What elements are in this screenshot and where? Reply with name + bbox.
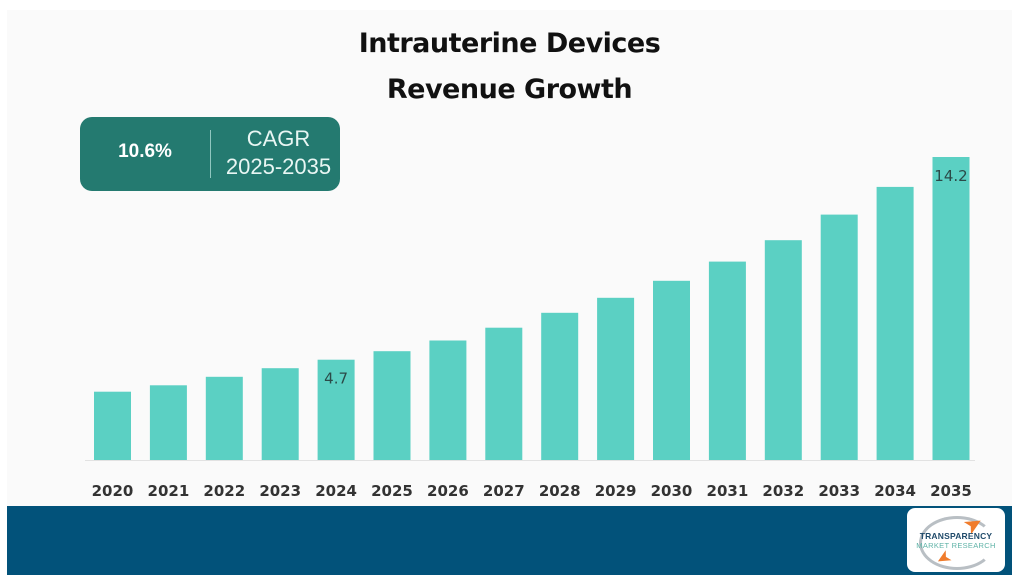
x-tick-label-2033: 2033 xyxy=(818,482,860,500)
cagr-period: 2025-2035 xyxy=(225,154,332,179)
chart-title-line-1: Intrauterine Devices xyxy=(358,28,661,59)
x-tick-label-2031: 2031 xyxy=(707,482,749,500)
transparency-market-research-logo: ➤ ➤ TRANSPARENCY MARKET RESEARCH xyxy=(907,508,1005,572)
bar-2034 xyxy=(876,186,914,460)
x-tick-label-2030: 2030 xyxy=(651,482,693,500)
x-tick-label-2026: 2026 xyxy=(427,482,469,500)
bar-2028 xyxy=(541,312,579,460)
x-tick-label-2022: 2022 xyxy=(203,482,245,500)
x-tick-label-2024: 2024 xyxy=(315,482,357,500)
x-tick-label-2025: 2025 xyxy=(371,482,413,500)
cagr-label-text: CAGR xyxy=(246,126,311,151)
bars-group xyxy=(94,157,970,460)
x-tick-label-2032: 2032 xyxy=(762,482,804,500)
bar-2030 xyxy=(653,280,690,460)
x-tick-label-2029: 2029 xyxy=(595,482,637,500)
chart-title-line-2: Revenue Growth xyxy=(386,74,633,105)
bar-2022 xyxy=(205,376,243,460)
x-tick-label-2020: 2020 xyxy=(92,482,134,500)
bar-2026 xyxy=(429,340,467,460)
logo-text-line-2: MARKET RESEARCH xyxy=(916,541,996,550)
bar-2035 xyxy=(932,157,970,460)
bar-2023 xyxy=(261,368,299,460)
x-tick-labels-group: 2020 2021 2022 2023 2024 2025 2026 2027 2028 2029… xyxy=(92,482,972,500)
x-tick-label-2034: 2034 xyxy=(874,482,916,500)
bar-2033 xyxy=(820,214,858,460)
bar-2032 xyxy=(764,240,802,460)
logo-text-line-1: TRANSPARENCY xyxy=(919,531,993,541)
data-labels-group: 4.7 14.2 xyxy=(324,167,968,388)
cagr-value: 10.6% xyxy=(118,141,172,162)
bar-2025 xyxy=(373,351,411,460)
cagr-divider xyxy=(210,130,211,178)
bar-2021 xyxy=(149,385,187,460)
cagr-badge: 10.6% CAGR 2025-2035 xyxy=(80,117,340,191)
x-tick-label-2023: 2023 xyxy=(259,482,301,500)
bar-2027 xyxy=(485,327,523,460)
x-tick-label-2027: 2027 xyxy=(483,482,525,500)
x-tick-label-2021: 2021 xyxy=(148,482,190,500)
data-label-2035: 14.2 xyxy=(934,167,967,185)
x-tick-label-2028: 2028 xyxy=(539,482,581,500)
footer-band xyxy=(7,506,1012,575)
bar-2020 xyxy=(94,391,131,460)
logo-arc-icon xyxy=(919,516,995,570)
bar-2024 xyxy=(317,359,355,460)
bar-2029 xyxy=(597,297,635,460)
x-tick-label-2035: 2035 xyxy=(930,482,972,500)
cagr-label: CAGR 2025-2035 xyxy=(211,125,346,181)
data-label-2024: 4.7 xyxy=(324,370,348,388)
bar-2031 xyxy=(708,261,746,460)
